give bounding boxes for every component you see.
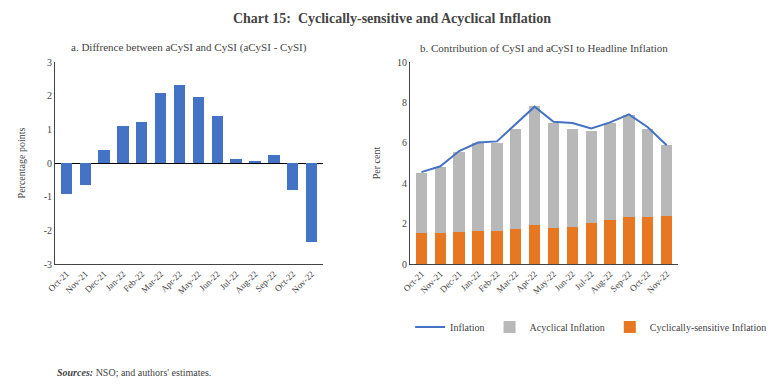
svg-text:4: 4 [402,178,407,189]
svg-text:Nov-22: Nov-22 [645,269,672,296]
svg-text:Oct-22: Oct-22 [273,269,298,294]
svg-text:Mar-22: Mar-22 [494,269,520,295]
svg-text:Oct-21: Oct-21 [401,269,426,294]
svg-text:Chart 15: Cyclically-sensitiv: Chart 15: Cyclically-sensitive and Acycl… [233,11,551,26]
svg-text:Jan-22: Jan-22 [103,269,127,293]
svg-text:8: 8 [402,97,407,108]
svg-text:Jul-22: Jul-22 [218,269,241,292]
svg-text:b. Contribution of CySI and aC: b. Contribution of CySI and aCySI to Hea… [420,42,668,54]
svg-text:Sep-22: Sep-22 [608,269,633,294]
svg-text:-2: -2 [44,225,52,236]
svg-text:Apr-22: Apr-22 [514,269,539,294]
svg-text:Inflation: Inflation [450,322,484,333]
svg-text:2: 2 [47,90,52,101]
svg-text:Apr-22: Apr-22 [159,269,184,294]
svg-text:Nov-22: Nov-22 [290,269,317,296]
svg-text:3: 3 [47,57,52,68]
svg-text:Acyclical Inflation: Acyclical Inflation [530,322,605,333]
svg-text:May-22: May-22 [531,269,558,296]
svg-text:6: 6 [402,137,407,148]
svg-text:Jun-22: Jun-22 [197,269,221,293]
svg-text:Sources: NSO; and authors' est: Sources: NSO; and authors' estimates. [57,367,211,378]
svg-text:Oct-22: Oct-22 [628,269,653,294]
svg-text:Aug-22: Aug-22 [588,269,615,296]
svg-text:Aug-22: Aug-22 [233,269,260,296]
svg-text:-3: -3 [44,259,52,270]
svg-text:Oct-21: Oct-21 [46,269,71,294]
svg-text:Nov-21: Nov-21 [63,269,90,296]
svg-text:2: 2 [402,218,407,229]
svg-text:0: 0 [47,158,52,169]
svg-text:10: 10 [397,57,407,68]
svg-text:a. Diffrence between aCySI and: a. Diffrence between aCySI and CySI (aCy… [71,41,307,54]
svg-text:Feb-22: Feb-22 [121,269,146,294]
svg-text:Jul-22: Jul-22 [573,269,596,292]
svg-text:1: 1 [47,124,52,135]
svg-text:0: 0 [402,259,407,270]
svg-text:Cyclically-sensitive Inflation: Cyclically-sensitive Inflation [650,322,766,333]
svg-text:Percentage points: Percentage points [16,127,27,198]
svg-text:Dec-21: Dec-21 [438,269,464,295]
svg-text:Sep-22: Sep-22 [253,269,278,294]
svg-text:Dec-21: Dec-21 [83,269,109,295]
svg-text:Jan-22: Jan-22 [459,269,483,293]
svg-text:Nov-21: Nov-21 [418,269,445,296]
svg-text:Feb-22: Feb-22 [476,269,501,294]
svg-text:Jun-22: Jun-22 [553,269,577,293]
svg-text:May-22: May-22 [176,269,203,296]
svg-text:-1: -1 [44,191,52,202]
svg-text:Mar-22: Mar-22 [139,269,165,295]
svg-text:Per cent: Per cent [371,147,382,180]
